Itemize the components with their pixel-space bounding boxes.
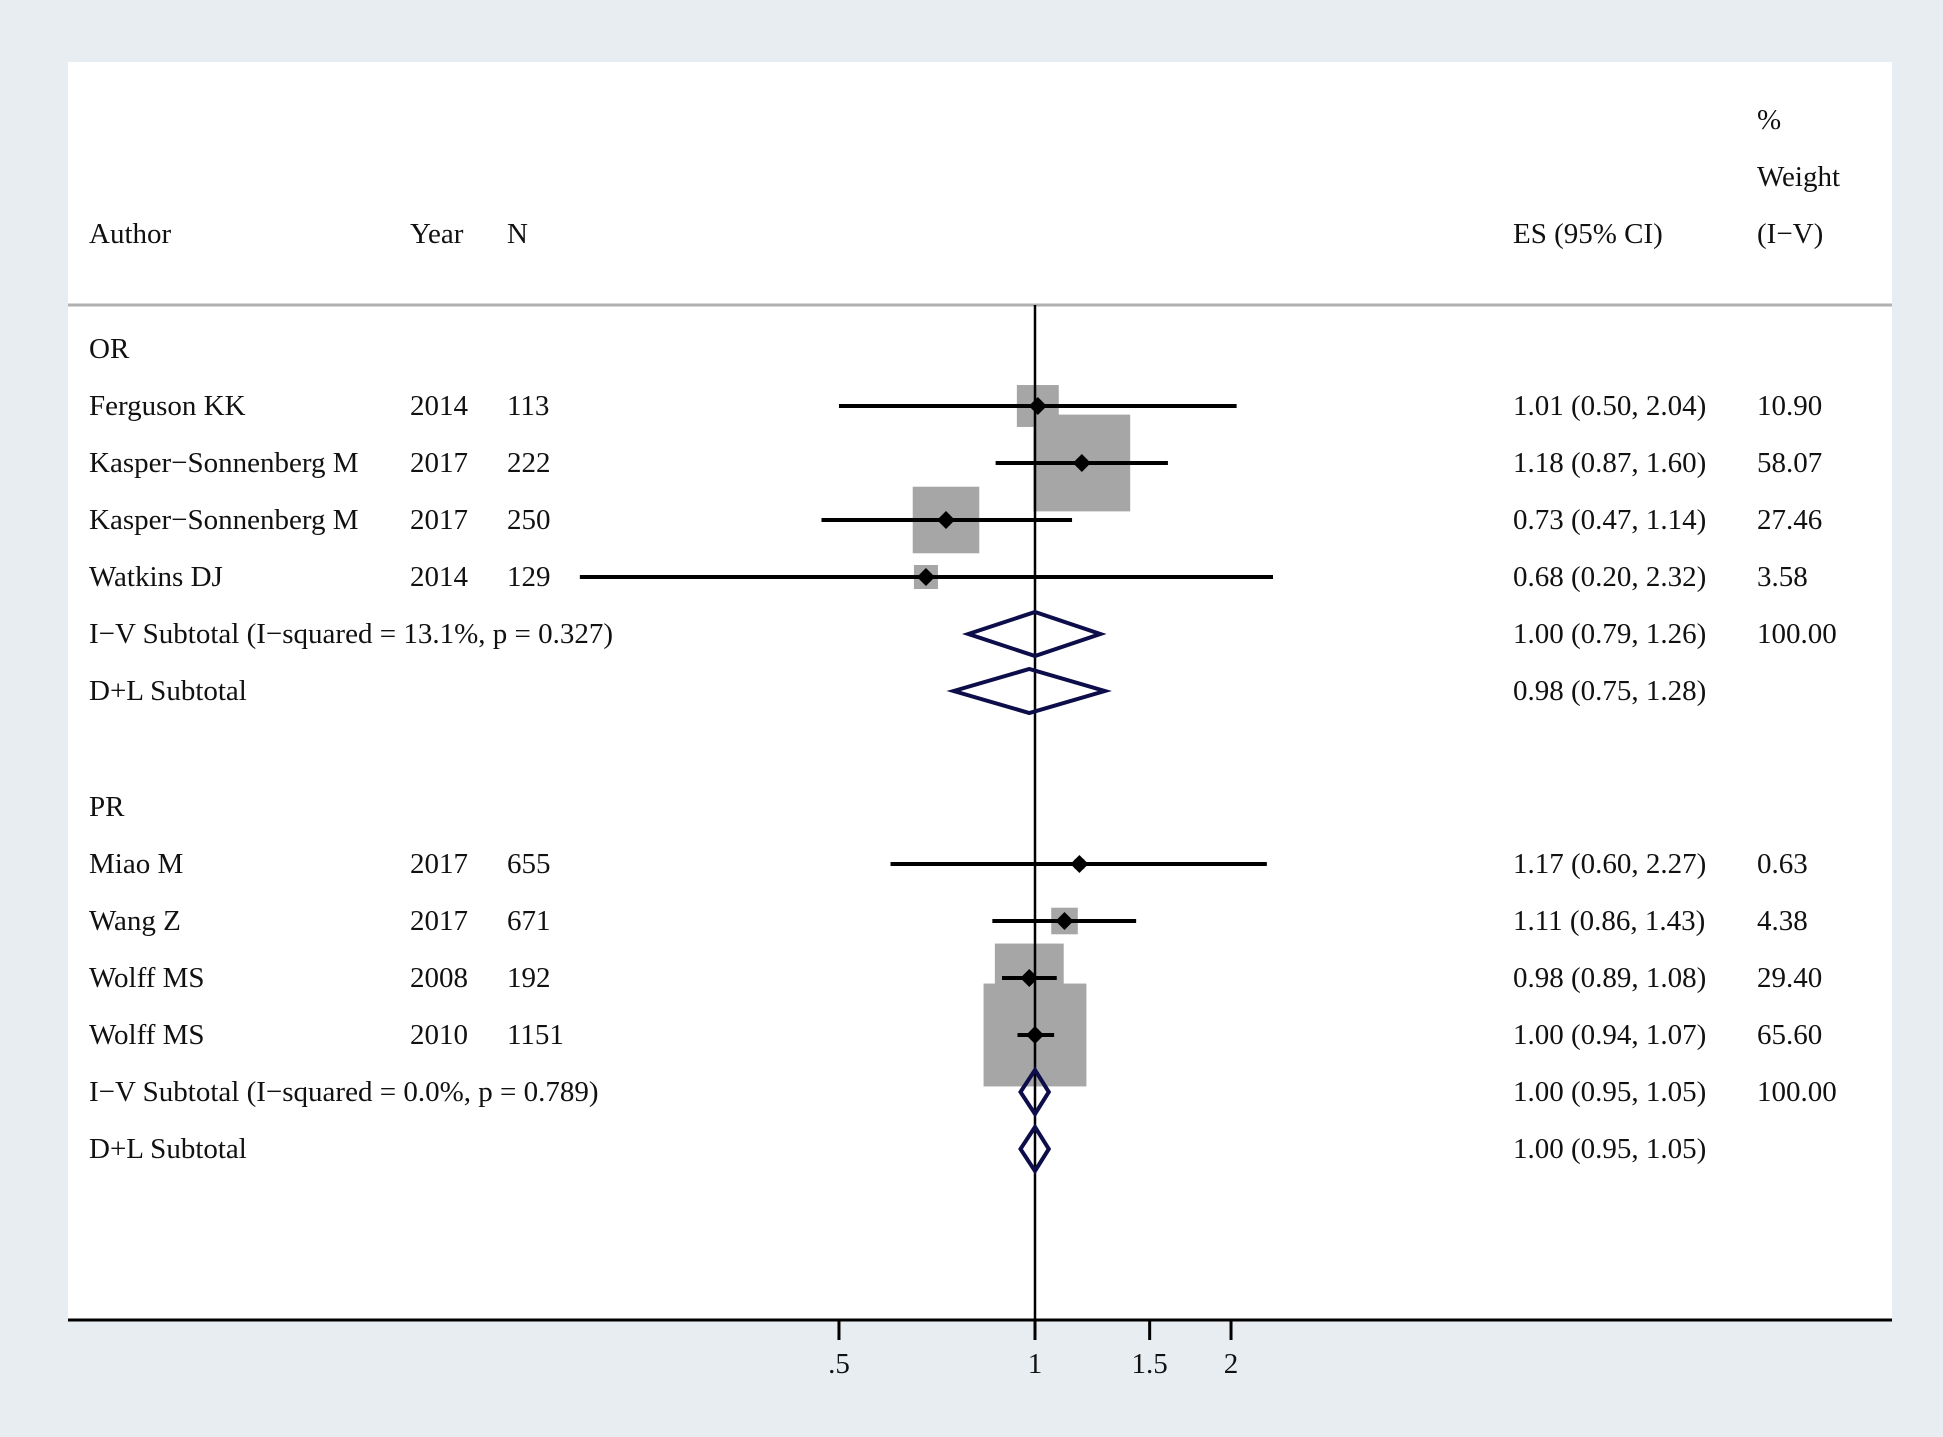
study-weight: 27.46 [1757,504,1823,536]
iv-subtotal-diamond [1018,1066,1052,1118]
iv-subtotal-label: I−V Subtotal (I−squared = 13.1%, p = 0.3… [89,618,613,650]
study-es: 0.73 (0.47, 1.14) [1513,504,1707,536]
study-weight: 3.58 [1757,561,1808,593]
study-weight: 29.40 [1757,962,1823,994]
study-es: 1.00 (0.94, 1.07) [1513,1019,1707,1051]
study-year: 2010 [410,1019,468,1051]
point-estimate-marker [916,568,935,586]
point-estimate-marker [1072,454,1091,472]
header-es: ES (95% CI) [1513,218,1663,250]
header-author: Author [89,218,172,250]
study-author: Wolff MS [89,1019,205,1051]
x-axis-tick-label: 2 [1223,1348,1239,1380]
iv-subtotal-es: 1.00 (0.79, 1.26) [1513,618,1707,650]
study-es: 1.11 (0.86, 1.43) [1513,905,1706,937]
dl-subtotal-es: 0.98 (0.75, 1.28) [1513,675,1707,707]
iv-subtotal-es: 1.00 (0.95, 1.05) [1513,1076,1707,1108]
point-estimate-marker [1028,397,1047,415]
study-n: 250 [507,504,551,536]
header-weight: Weight [1757,161,1841,193]
study-weight: 58.07 [1757,447,1823,479]
header-year: Year [410,218,464,250]
study-n: 129 [507,561,551,593]
study-n: 671 [507,905,551,937]
study-year: 2017 [410,905,468,937]
study-n: 1151 [507,1019,564,1051]
study-year: 2017 [410,447,468,479]
study-es: 0.68 (0.20, 2.32) [1513,561,1707,593]
study-author: Kasper−Sonnenberg M [89,447,359,479]
iv-subtotal-label: I−V Subtotal (I−squared = 0.0%, p = 0.78… [89,1076,599,1108]
point-estimate-marker [1055,912,1074,930]
x-axis-tick-label: 1.5 [1131,1348,1168,1380]
iv-subtotal-diamond [961,609,1107,659]
dl-subtotal-label: D+L Subtotal [89,1133,247,1165]
study-weight: 0.63 [1757,848,1808,880]
study-n: 222 [507,447,551,479]
study-author: Wang Z [89,905,181,937]
dl-subtotal-label: D+L Subtotal [89,675,247,707]
study-author: Wolff MS [89,962,205,994]
plot-panel [68,62,1892,1320]
iv-subtotal-weight: 100.00 [1757,1076,1837,1108]
study-es: 1.01 (0.50, 2.04) [1513,390,1707,422]
study-author: Kasper−Sonnenberg M [89,504,359,536]
study-es: 1.18 (0.87, 1.60) [1513,447,1707,479]
dl-subtotal-diamond [946,666,1112,716]
study-year: 2017 [410,848,468,880]
study-author: Miao M [89,848,184,880]
group-label-or: OR [89,333,130,365]
dl-subtotal-diamond [1018,1123,1052,1175]
iv-subtotal-weight: 100.00 [1757,618,1837,650]
header-weight-percent: % [1757,104,1782,136]
study-es: 1.17 (0.60, 2.27) [1513,848,1707,880]
study-n: 192 [507,962,551,994]
study-es: 0.98 (0.89, 1.08) [1513,962,1707,994]
study-weight: 65.60 [1757,1019,1823,1051]
point-estimate-marker [1070,855,1089,873]
x-axis-tick-label: .5 [828,1348,850,1380]
study-n: 655 [507,848,551,880]
point-estimate-marker [1026,1026,1044,1044]
point-estimate-marker [936,511,955,529]
study-author: Watkins DJ [89,561,223,593]
study-weight: 4.38 [1757,905,1808,937]
header-weight-method: (I−V) [1757,218,1824,250]
group-label-pr: PR [89,791,125,823]
dl-subtotal-es: 1.00 (0.95, 1.05) [1513,1133,1707,1165]
study-weight: 10.90 [1757,390,1823,422]
study-n: 113 [507,390,550,422]
study-year: 2017 [410,504,468,536]
point-estimate-marker [1020,969,1039,987]
header-n: N [507,218,528,250]
study-year: 2014 [410,390,468,422]
study-year: 2008 [410,962,468,994]
study-year: 2014 [410,561,468,593]
study-author: Ferguson KK [89,390,246,422]
x-axis-tick-label: 1 [1027,1348,1043,1380]
